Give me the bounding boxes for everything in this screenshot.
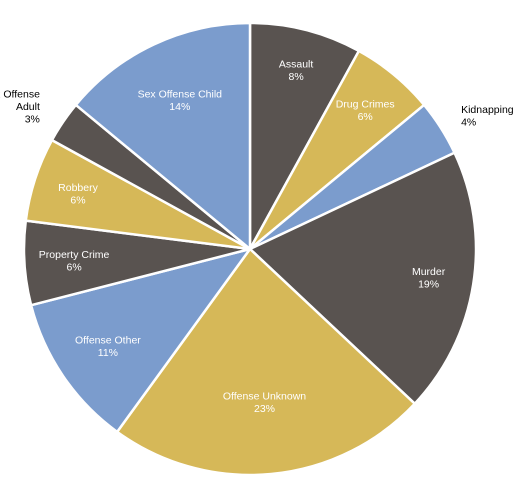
pie-label-name: Murder bbox=[412, 266, 446, 278]
pie-label-name: Drug Crimes bbox=[336, 98, 395, 110]
pie-label-percent: 4% bbox=[461, 116, 476, 128]
pie-label-property-crime: Property Crime 6% bbox=[39, 249, 110, 274]
pie-label-name: Property Crime bbox=[39, 249, 110, 261]
pie-label-assault: Assault 8% bbox=[279, 58, 314, 83]
pie-label-percent: 6% bbox=[67, 261, 82, 273]
pie-slice-offense-other bbox=[29, 247, 252, 434]
pie-label-name: Offense Unknown bbox=[223, 391, 306, 403]
pie-label-percent: 23% bbox=[254, 403, 275, 415]
pie-slice-sex-offense-child bbox=[74, 21, 252, 251]
pie-label-name: Robbery bbox=[58, 182, 98, 194]
pie-label-murder: Murder 19% bbox=[412, 266, 446, 291]
pie-label-kidnapping: Kidnapping 4% bbox=[461, 104, 514, 129]
pie-label-sex-offense-child: Sex Offense Child 14% bbox=[138, 89, 223, 114]
pie-label-drug-crimes: Drug Crimes 6% bbox=[336, 98, 395, 123]
pie-label-percent: 14% bbox=[169, 101, 190, 113]
pie-slice-assault bbox=[248, 21, 361, 251]
pie-slice-offense-unknown bbox=[115, 247, 416, 477]
pie-slices bbox=[22, 21, 478, 477]
pie-label-percent: 8% bbox=[289, 71, 304, 83]
pie-label-percent: 19% bbox=[418, 279, 439, 291]
pie-label-name: Assault bbox=[279, 58, 314, 70]
pie-label-offense-unknown: Offense Unknown 23% bbox=[223, 391, 306, 416]
pie-label-robbery: Robbery 6% bbox=[58, 182, 98, 207]
pie-label-offense-other: Offense Other 11% bbox=[75, 334, 141, 359]
pie-label-name: Offense Other bbox=[75, 334, 141, 346]
pie-label-percent: 6% bbox=[70, 194, 85, 206]
pie-label-name: Kidnapping bbox=[461, 104, 514, 116]
pie-label-name: Sex Offense bbox=[0, 89, 40, 101]
pie-label-name: Adult bbox=[16, 101, 40, 113]
pie-slice-murder bbox=[248, 151, 478, 405]
pie-labels: Assault 8%Drug Crimes 6%Kidnapping 4%Murder… bbox=[0, 58, 514, 415]
pie-label-percent: 3% bbox=[25, 114, 40, 126]
pie-label-percent: 11% bbox=[98, 347, 118, 359]
pie-label-percent: 6% bbox=[358, 111, 373, 123]
pie-label-name: Sex Offense Child bbox=[138, 89, 223, 101]
